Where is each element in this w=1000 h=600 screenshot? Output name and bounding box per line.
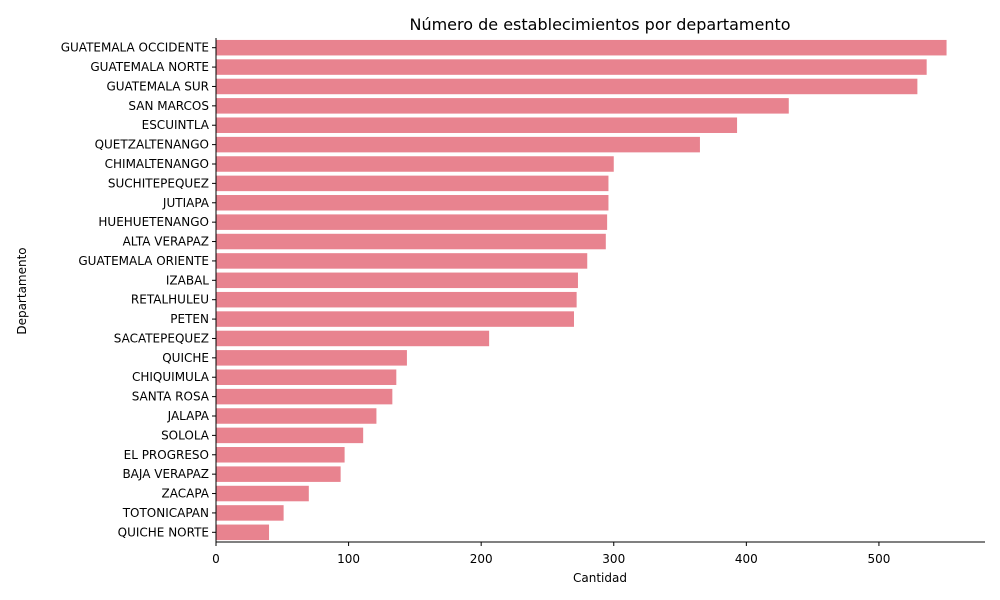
y-axis-title: Departamento: [15, 247, 29, 334]
bar: [216, 214, 608, 230]
y-tick-label: BAJA VERAPAZ: [122, 467, 209, 481]
y-tick-label: TOTONICAPAN: [122, 506, 209, 520]
bar: [216, 117, 738, 133]
y-tick-label: SAN MARCOS: [128, 99, 209, 113]
y-tick-label: QUICHE: [162, 351, 209, 365]
x-tick-label: 500: [867, 552, 890, 566]
x-axis-ticks: 0 100 200 300 400 500: [212, 542, 890, 566]
y-tick-label: ZACAPA: [162, 487, 210, 501]
bar: [216, 98, 789, 114]
bar: [216, 78, 918, 95]
y-tick-label: HUEHUETENANGO: [98, 215, 209, 229]
x-tick-label: 200: [470, 552, 493, 566]
y-tick-label: QUETZALTENANGO: [95, 138, 209, 152]
bar: [216, 466, 341, 482]
bar: [216, 427, 364, 444]
y-tick-label: EL PROGRESO: [124, 448, 209, 462]
y-tick-label: PETEN: [170, 312, 209, 326]
bar: [216, 253, 588, 269]
bar: [216, 233, 606, 250]
y-tick-label: ESCUINTLA: [142, 118, 210, 132]
y-tick-label: SOLOLA: [161, 428, 210, 442]
bar: [216, 388, 393, 405]
y-tick-label: ALTA VERAPAZ: [123, 235, 209, 249]
y-tick-label: SANTA ROSA: [132, 390, 210, 404]
y-tick-label: IZABAL: [166, 273, 209, 287]
y-tick-label: CHIMALTENANGO: [105, 157, 209, 171]
x-tick-label: 300: [602, 552, 625, 566]
bar: [216, 524, 270, 541]
x-axis-title: Cantidad: [573, 571, 627, 585]
bar: [216, 369, 397, 385]
bar: [216, 485, 309, 502]
y-tick-label: SUCHITEPEQUEZ: [108, 176, 209, 190]
chart-title: Número de establecimientos por departame…: [409, 15, 790, 34]
y-tick-label: GUATEMALA OCCIDENTE: [61, 41, 209, 55]
bar: [216, 59, 927, 75]
y-tick-label: JALAPA: [167, 409, 210, 423]
y-tick-label: RETALHULEU: [131, 293, 209, 307]
bar: [216, 350, 407, 366]
bar: [216, 175, 609, 192]
bar: [216, 311, 574, 327]
x-tick-label: 0: [212, 552, 220, 566]
bar: [216, 195, 609, 211]
x-tick-label: 400: [735, 552, 758, 566]
bars-group: [216, 39, 947, 541]
y-tick-label: GUATEMALA ORIENTE: [78, 254, 209, 268]
bar: [216, 39, 947, 56]
bar: [216, 330, 490, 347]
y-tick-label: GUATEMALA SUR: [106, 79, 209, 93]
x-tick-label: 100: [337, 552, 360, 566]
y-axis-ticks: GUATEMALA OCCIDENTE GUATEMALA NORTE GUATEM…: [61, 41, 216, 539]
bar: [216, 447, 345, 463]
y-tick-label: JUTIAPA: [162, 196, 210, 210]
bar: [216, 136, 700, 153]
bar: [216, 156, 614, 172]
bar: [216, 291, 577, 308]
bar: [216, 505, 284, 521]
y-tick-label: SACATEPEQUEZ: [114, 331, 209, 345]
bar: [216, 272, 578, 289]
y-tick-label: QUICHE NORTE: [118, 525, 209, 539]
y-tick-label: CHIQUIMULA: [132, 370, 210, 384]
y-tick-label: GUATEMALA NORTE: [90, 60, 209, 74]
bar: [216, 408, 377, 424]
